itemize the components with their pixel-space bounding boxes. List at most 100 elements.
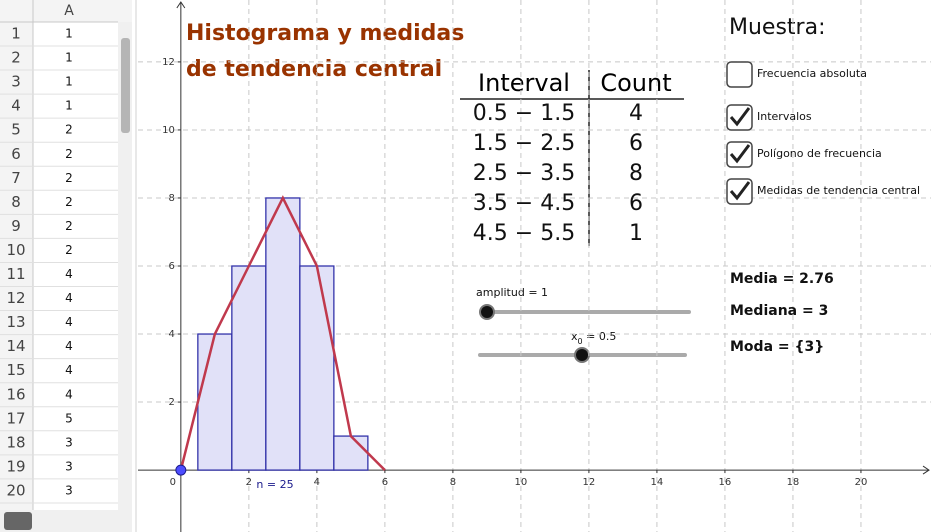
cell-value[interactable]: 4	[65, 315, 73, 329]
row-number: 7	[11, 169, 21, 187]
title: de tendencia central	[186, 57, 442, 82]
slider-value: = 0.5	[583, 330, 617, 343]
slider-subscript: 0	[578, 337, 583, 346]
histogram-bar	[299, 265, 335, 471]
cell-value[interactable]: 4	[65, 267, 73, 281]
table-count: 6	[629, 191, 643, 216]
measure: Media = 2.76	[730, 271, 834, 287]
annotation: n = 25	[256, 478, 293, 491]
slider-label: amplitud = 1	[476, 286, 548, 299]
table-header: Count	[600, 69, 671, 97]
histogram-bar	[197, 333, 233, 471]
row-number: 4	[11, 97, 21, 115]
x-tick-label: 6	[382, 477, 388, 488]
table-count: 1	[629, 221, 643, 246]
row-header-bg	[0, 0, 33, 510]
bottom-bar	[0, 510, 132, 532]
table-header: Interval	[478, 69, 570, 97]
cell-value[interactable]: 4	[65, 291, 73, 305]
x-tick-label: 8	[450, 477, 456, 488]
panel-heading: Muestra:	[729, 15, 826, 40]
row-number: 14	[6, 337, 25, 355]
y-tick-label: 8	[168, 193, 174, 204]
cell-value[interactable]: 3	[65, 435, 73, 449]
measure: Moda = {3}	[730, 339, 824, 355]
row-number: 18	[6, 433, 25, 451]
x-axis-arrow	[922, 465, 930, 475]
frequency-polygon	[179, 195, 386, 471]
table-count: 4	[629, 101, 643, 126]
x-tick-label: 20	[855, 477, 868, 488]
row-number: 15	[6, 361, 25, 379]
row-number: 19	[6, 457, 25, 475]
x-tick-label: 14	[651, 477, 664, 488]
checkbox-label[interactable]: Frecuencia absoluta	[757, 67, 867, 80]
cell-value[interactable]: 4	[65, 363, 73, 377]
row-number: 3	[11, 73, 21, 91]
scroll-thumb[interactable]	[121, 38, 130, 133]
x-tick-label: 18	[787, 477, 800, 488]
cell-value[interactable]: 2	[65, 123, 73, 137]
row-number: 11	[6, 265, 25, 283]
table-interval: 1.5 − 2.5	[473, 131, 575, 156]
x-tick-label: 10	[515, 477, 528, 488]
row-number: 1	[11, 25, 21, 43]
slider-label: x0 = 0.5	[571, 330, 616, 346]
table-interval: 4.5 − 5.5	[473, 221, 575, 246]
cell-value[interactable]: 2	[65, 219, 73, 233]
row-number: 13	[6, 313, 25, 331]
cell-value[interactable]: 1	[65, 75, 73, 89]
keyboard-button[interactable]	[4, 512, 32, 530]
checkbox-label[interactable]: Medidas de tendencia central	[757, 184, 920, 197]
histogram-bar	[333, 435, 369, 471]
checkmark	[729, 181, 751, 201]
row-number: 16	[6, 385, 25, 403]
x-tick-label: 0	[170, 477, 176, 488]
histogram-bar	[231, 265, 267, 471]
row-number: 12	[6, 289, 25, 307]
cell-value[interactable]: 3	[65, 459, 73, 473]
table-interval: 3.5 − 4.5	[473, 191, 575, 216]
y-tick-label: 2	[168, 397, 174, 408]
cell-value[interactable]: 2	[65, 195, 73, 209]
slider-name: x	[571, 330, 578, 343]
origin-point[interactable]	[175, 464, 187, 476]
checkbox-label[interactable]: Intervalos	[757, 110, 812, 123]
y-tick-label: 6	[168, 261, 174, 272]
row-number: 8	[11, 193, 21, 211]
cell-value[interactable]: 2	[65, 147, 73, 161]
row-number: 5	[11, 121, 21, 139]
row-number: 9	[11, 217, 21, 235]
row-number: 2	[11, 49, 21, 67]
measure: Mediana = 3	[730, 303, 828, 319]
scrollbar[interactable]	[118, 22, 132, 510]
table-interval: 0.5 − 1.5	[473, 101, 575, 126]
title: Histograma y medidas	[186, 21, 464, 46]
x-tick-label: 2	[246, 477, 252, 488]
table-interval: 2.5 − 3.5	[473, 161, 575, 186]
row-number: 20	[6, 481, 25, 499]
x-tick-label: 4	[314, 477, 320, 488]
checkbox[interactable]	[726, 61, 753, 88]
column-label: A	[64, 3, 74, 19]
y-tick-label: 4	[168, 329, 174, 340]
cell-value[interactable]: 5	[65, 411, 73, 425]
table-count: 8	[629, 161, 643, 186]
x-tick-label: 12	[583, 477, 596, 488]
slider-knob[interactable]	[479, 304, 495, 320]
slider-knob[interactable]	[574, 347, 590, 363]
checkmark	[729, 144, 751, 164]
cell-value[interactable]: 1	[65, 27, 73, 41]
cell-value[interactable]: 3	[65, 483, 73, 497]
y-tick-label: 10	[162, 125, 175, 136]
cell-value[interactable]: 2	[65, 171, 73, 185]
cell-value[interactable]: 1	[65, 51, 73, 65]
cell-value[interactable]: 4	[65, 387, 73, 401]
checkbox-label[interactable]: Polígono de frecuencia	[757, 147, 882, 160]
cell-value[interactable]: 1	[65, 99, 73, 113]
cell-value[interactable]: 2	[65, 243, 73, 257]
histogram-bar	[265, 197, 301, 471]
cell-value[interactable]: 4	[65, 339, 73, 353]
y-axis-arrow	[176, 1, 186, 9]
